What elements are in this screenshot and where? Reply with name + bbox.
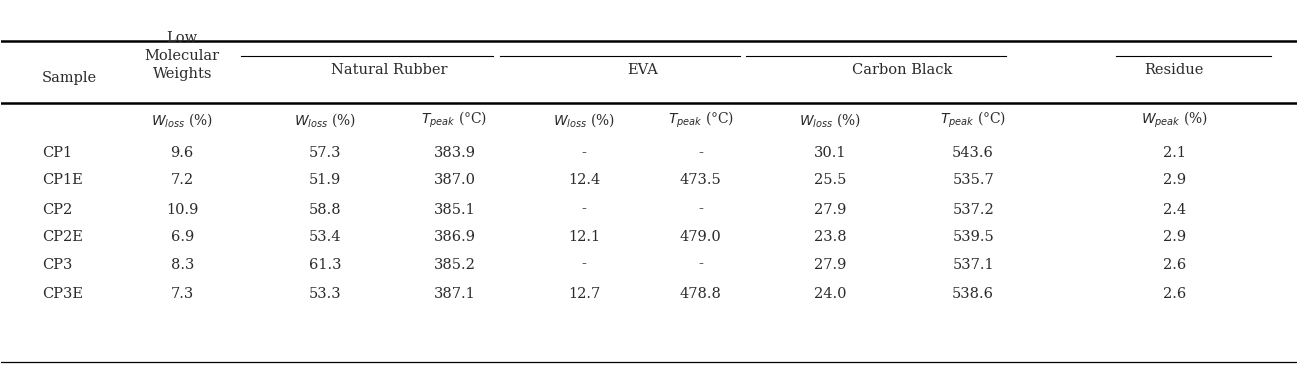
Text: Natural Rubber: Natural Rubber: [331, 63, 448, 77]
Text: 385.2: 385.2: [434, 257, 475, 271]
Text: $W_{peak}$ (%): $W_{peak}$ (%): [1141, 110, 1207, 130]
Text: 24.0: 24.0: [814, 287, 846, 301]
Text: CP3E: CP3E: [43, 287, 83, 301]
Text: 537.1: 537.1: [953, 257, 994, 271]
Text: 12.4: 12.4: [569, 173, 600, 187]
Text: 543.6: 543.6: [953, 146, 994, 160]
Text: CP2: CP2: [43, 202, 73, 216]
Text: 385.1: 385.1: [434, 202, 475, 216]
Text: Sample: Sample: [43, 70, 97, 85]
Text: 9.6: 9.6: [170, 146, 193, 160]
Text: 27.9: 27.9: [814, 257, 846, 271]
Text: 30.1: 30.1: [814, 146, 846, 160]
Text: -: -: [698, 257, 704, 271]
Text: CP1: CP1: [43, 146, 73, 160]
Text: 2.9: 2.9: [1163, 173, 1185, 187]
Text: -: -: [582, 146, 587, 160]
Text: -: -: [582, 257, 587, 271]
Text: 51.9: 51.9: [309, 173, 341, 187]
Text: 61.3: 61.3: [309, 257, 341, 271]
Text: Low
Molecular
Weights: Low Molecular Weights: [144, 31, 219, 81]
Text: CP2E: CP2E: [43, 230, 83, 244]
Text: 8.3: 8.3: [170, 257, 193, 271]
Text: 10.9: 10.9: [166, 202, 199, 216]
Text: 2.4: 2.4: [1163, 202, 1185, 216]
Text: EVA: EVA: [627, 63, 658, 77]
Text: 57.3: 57.3: [309, 146, 341, 160]
Text: -: -: [582, 202, 587, 216]
Text: 383.9: 383.9: [434, 146, 475, 160]
Text: 23.8: 23.8: [814, 230, 846, 244]
Text: -: -: [698, 146, 704, 160]
Text: 12.7: 12.7: [569, 287, 600, 301]
Text: 386.9: 386.9: [434, 230, 475, 244]
Text: 7.3: 7.3: [170, 287, 193, 301]
Text: 27.9: 27.9: [814, 202, 846, 216]
Text: 53.4: 53.4: [309, 230, 341, 244]
Text: 478.8: 478.8: [680, 287, 722, 301]
Text: $W_{loss}$ (%): $W_{loss}$ (%): [553, 111, 615, 129]
Text: 537.2: 537.2: [953, 202, 994, 216]
Text: 479.0: 479.0: [680, 230, 722, 244]
Text: 539.5: 539.5: [953, 230, 994, 244]
Text: 58.8: 58.8: [309, 202, 341, 216]
Text: 7.2: 7.2: [170, 173, 193, 187]
Text: Residue: Residue: [1145, 63, 1203, 77]
Text: Carbon Black: Carbon Black: [851, 63, 951, 77]
Text: CP1E: CP1E: [43, 173, 83, 187]
Text: 25.5: 25.5: [814, 173, 846, 187]
Text: 387.0: 387.0: [434, 173, 475, 187]
Text: $T_{peak}$ (°C): $T_{peak}$ (°C): [940, 110, 1006, 130]
Text: -: -: [698, 202, 704, 216]
Text: $W_{loss}$ (%): $W_{loss}$ (%): [800, 111, 862, 129]
Text: CP3: CP3: [43, 257, 73, 271]
Text: 387.1: 387.1: [434, 287, 475, 301]
Text: 538.6: 538.6: [953, 287, 994, 301]
Text: $T_{peak}$ (°C): $T_{peak}$ (°C): [667, 110, 733, 130]
Text: 2.9: 2.9: [1163, 230, 1185, 244]
Text: 12.1: 12.1: [569, 230, 600, 244]
Text: 2.6: 2.6: [1163, 287, 1186, 301]
Text: $W_{loss}$ (%): $W_{loss}$ (%): [151, 111, 213, 129]
Text: 6.9: 6.9: [170, 230, 193, 244]
Text: 53.3: 53.3: [309, 287, 341, 301]
Text: 2.6: 2.6: [1163, 257, 1186, 271]
Text: 535.7: 535.7: [953, 173, 994, 187]
Text: 2.1: 2.1: [1163, 146, 1185, 160]
Text: 473.5: 473.5: [680, 173, 722, 187]
Text: $W_{loss}$ (%): $W_{loss}$ (%): [293, 111, 356, 129]
Text: $T_{peak}$ (°C): $T_{peak}$ (°C): [422, 110, 488, 130]
